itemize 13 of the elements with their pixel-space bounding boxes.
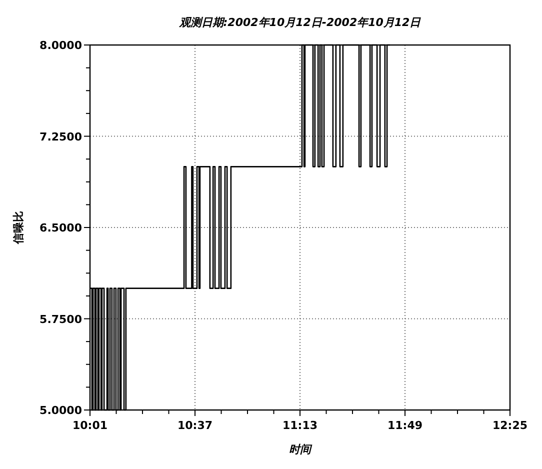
chart-title: 观测日期:2002年10月12日-2002年10月12日 <box>178 16 422 29</box>
x-tick-label: 10:37 <box>177 419 213 432</box>
x-tick-label: 11:49 <box>387 419 423 432</box>
y-tick-label: 6.5000 <box>40 222 82 234</box>
y-axis-title: 信噪比 <box>12 211 25 245</box>
x-tick-label: 10:01 <box>72 419 108 432</box>
x-tick-label: 12:25 <box>492 419 528 432</box>
x-tick-label: 11:13 <box>282 419 318 432</box>
y-tick-label: 7.2500 <box>40 130 82 144</box>
y-tick-label: 5.7500 <box>40 312 82 326</box>
y-tick-label: 8.0000 <box>40 39 82 52</box>
x-axis-title: 时间 <box>289 443 313 456</box>
y-tick-label: 5.0000 <box>40 404 82 417</box>
